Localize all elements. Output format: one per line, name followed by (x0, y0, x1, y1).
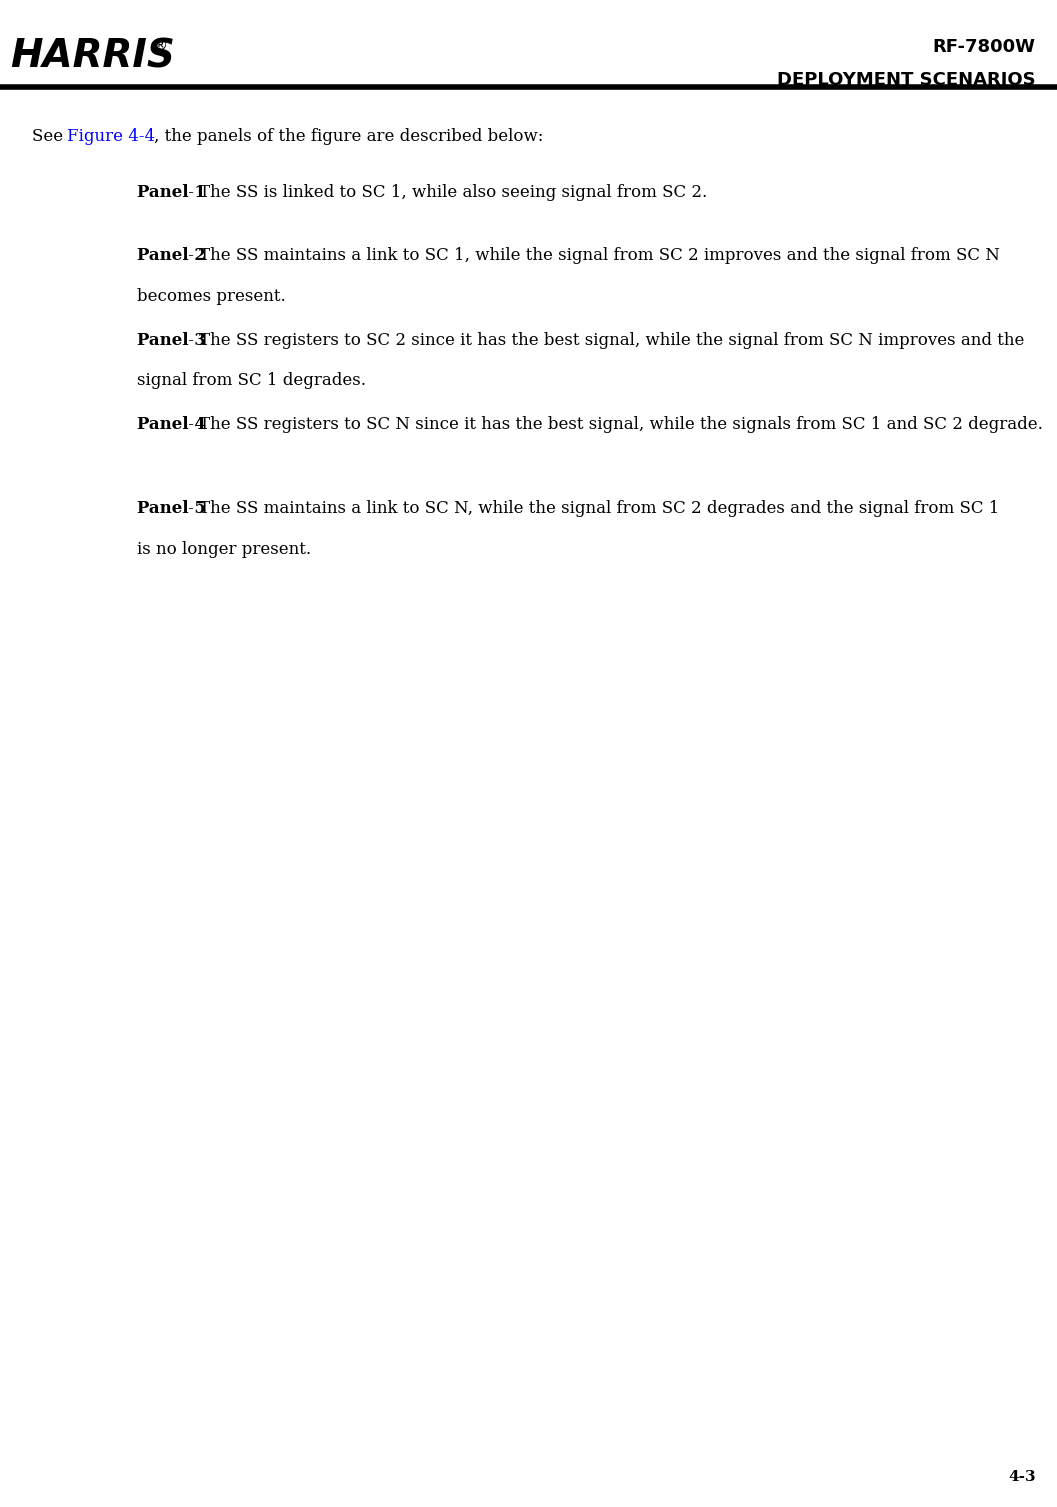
Text: Panel 1: Panel 1 (137, 184, 206, 200)
Text: Panel 4: Panel 4 (137, 416, 206, 433)
Text: 4-3: 4-3 (1008, 1471, 1036, 1484)
Text: ®: ® (153, 38, 168, 53)
Text: - The SS maintains a link to SC 1, while the signal from SC 2 improves and the s: - The SS maintains a link to SC 1, while… (183, 247, 1000, 264)
Text: , the panels of the figure are described below:: , the panels of the figure are described… (154, 128, 543, 145)
Text: - The SS registers to SC 2 since it has the best signal, while the signal from S: - The SS registers to SC 2 since it has … (183, 332, 1024, 348)
Text: Panel 5: Panel 5 (137, 500, 206, 517)
Text: Panel 3: Panel 3 (137, 332, 206, 348)
Text: See: See (32, 128, 68, 145)
Text: RF-7800W: RF-7800W (933, 38, 1036, 56)
Text: HARRIS: HARRIS (11, 38, 175, 75)
Text: - The SS registers to SC N since it has the best signal, while the signals from : - The SS registers to SC N since it has … (183, 416, 1043, 433)
Text: Panel 2: Panel 2 (137, 247, 206, 264)
Text: becomes present.: becomes present. (137, 288, 286, 304)
Text: Figure 4-4: Figure 4-4 (67, 128, 154, 145)
Text: - The SS maintains a link to SC N, while the signal from SC 2 degrades and the s: - The SS maintains a link to SC N, while… (183, 500, 1000, 517)
Text: - The SS is linked to SC 1, while also seeing signal from SC 2.: - The SS is linked to SC 1, while also s… (183, 184, 707, 200)
Text: signal from SC 1 degrades.: signal from SC 1 degrades. (137, 372, 367, 389)
Text: DEPLOYMENT SCENARIOS: DEPLOYMENT SCENARIOS (777, 71, 1036, 89)
Text: is no longer present.: is no longer present. (137, 541, 312, 558)
